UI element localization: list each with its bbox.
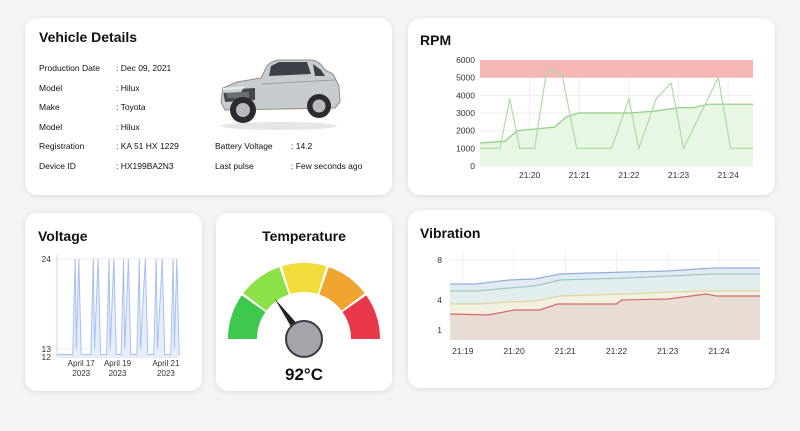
y-tick-label: 12 [42, 352, 52, 362]
field-label: Model [39, 121, 63, 132]
rpm-threshold-band [480, 60, 753, 78]
field-label: Registration [39, 141, 85, 152]
x-tick-label: 21:24 [708, 346, 730, 356]
field-label: Battery Voltage [215, 141, 273, 151]
series-line [450, 290, 760, 305]
temperature-value: 92°C [285, 365, 323, 384]
field-value: : 14.2 [291, 141, 313, 151]
voltage-title: Voltage [38, 228, 88, 244]
gauge-segment [319, 267, 365, 311]
voltage-line [57, 258, 180, 356]
x-tick-label: 21:22 [606, 346, 628, 356]
field-value: : Hilux [116, 121, 140, 132]
vehicle-details-title: Vehicle Details [39, 29, 138, 45]
gauge-segment [228, 295, 266, 339]
series-line [450, 267, 760, 285]
gauge-hub [285, 320, 323, 358]
rpm-chart: 0 1000 2000 3000 4000 5000 6000 21:20 21:21 21:22… [456, 55, 753, 180]
gauge-segment [342, 295, 380, 339]
field-label: Make [39, 102, 60, 113]
y-tick-label: 1000 [456, 143, 475, 153]
vibration-card: Vibration 21:19 21:20 21:21 21:22 21:23 21:24… [408, 210, 775, 388]
x-tick-label: 21:20 [519, 170, 541, 180]
temperature-title: Temperature [262, 228, 346, 244]
x-tick-label: 21:23 [657, 346, 679, 356]
y-tick-label: 8 [437, 255, 442, 265]
x-tick-label: April 19 [104, 359, 132, 368]
x-tick-label: 21:22 [618, 170, 640, 180]
field-value: : HX199BA2N3 [116, 161, 174, 171]
y-tick-label: 13 [42, 344, 52, 354]
y-tick-label: 3000 [456, 108, 475, 118]
y-tick-label: 6000 [456, 55, 475, 65]
y-tick-label: 0 [470, 161, 475, 171]
field-label: Model [39, 82, 63, 93]
rpm-title: RPM [420, 32, 452, 48]
rpm-card: RPM 0 1000 2000 3000 4000 5000 6000 21:20 21:21 2… [408, 18, 775, 195]
vehicle-details-card: Vehicle Details Production Date : Dec 09,… [25, 18, 392, 195]
gauge-segment [281, 263, 327, 295]
vibration-chart: 21:19 21:20 21:21 21:22 21:23 21:24 8 4 1 [437, 250, 760, 356]
field-value: : Toyota [116, 102, 146, 113]
vehicle-image [220, 59, 341, 130]
x-tick-label: 21:21 [569, 170, 591, 180]
field-value: : Few seconds ago [291, 160, 363, 171]
gauge-segment [243, 267, 289, 311]
x-tick-label: April 17 [68, 359, 96, 368]
field-value: : KA 51 HX 1229 [116, 141, 179, 152]
x-tick-label: 2023 [72, 369, 90, 378]
x-tick-label: April 21 [152, 359, 180, 368]
x-tick-label: 2023 [109, 369, 127, 378]
x-tick-label: 21:23 [668, 170, 690, 180]
field-label: Device ID [39, 161, 76, 171]
series-line [449, 293, 760, 316]
field-label: Last pulse [215, 160, 254, 171]
y-tick-label: 4 [437, 295, 442, 305]
voltage-card: Voltage 24 13 12 April 17 2023 April 19 2023 Ap… [25, 213, 202, 391]
y-tick-label: 2000 [456, 126, 475, 136]
series-line [450, 273, 760, 292]
series-line [479, 103, 753, 144]
x-tick-label: 21:24 [718, 170, 740, 180]
y-tick-label: 1 [437, 325, 442, 335]
x-tick-label: 21:21 [555, 346, 577, 356]
x-tick-label: 21:19 [452, 346, 474, 356]
y-tick-label: 4000 [456, 90, 475, 100]
y-tick-label: 24 [42, 254, 52, 264]
x-tick-label: 21:20 [503, 346, 525, 356]
series-line [480, 68, 753, 151]
series-area [450, 294, 760, 340]
temperature-card: Temperature 92°C [216, 213, 392, 391]
y-tick-label: 5000 [456, 73, 475, 83]
field-value: : Hilux [116, 82, 140, 93]
field-label: Production Date [39, 63, 100, 73]
x-tick-label: 2023 [157, 369, 175, 378]
field-value: : Dec 09, 2021 [116, 63, 172, 73]
vibration-title: Vibration [420, 225, 481, 241]
temperature-gauge [228, 263, 380, 358]
